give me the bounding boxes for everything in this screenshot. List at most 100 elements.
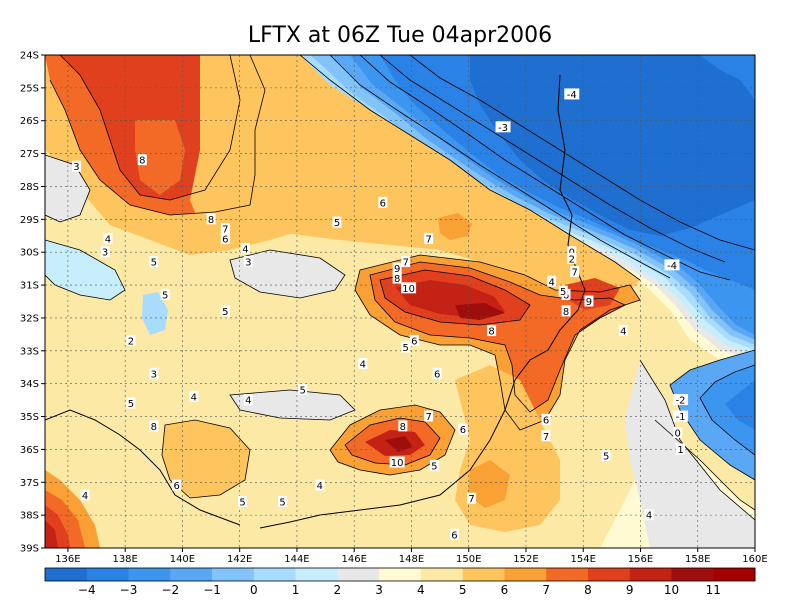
contour-label: 7	[403, 258, 409, 269]
x-tick-label: 138E	[112, 554, 137, 565]
contour-label: 3	[151, 369, 157, 380]
contour-label-bg	[126, 397, 136, 409]
contour-label: 3	[73, 162, 79, 173]
contour-label: 6	[411, 336, 417, 347]
contour-label-bg	[467, 492, 477, 504]
contour-label-bg	[432, 367, 442, 379]
y-tick-label: 31S	[20, 281, 39, 292]
contour-label: 7	[425, 412, 431, 423]
x-axis: 136E 138E 140E 142E 144E 146E 148E 150E 152E 154E…	[55, 548, 768, 565]
x-tick-label: 154E	[571, 554, 596, 565]
contour-label: -4	[667, 261, 677, 272]
contour-label: 7	[571, 267, 577, 278]
x-tick-label: 146E	[341, 554, 366, 565]
contour-label: 5	[151, 258, 157, 269]
contour-label-bg	[392, 272, 402, 284]
contour-label-bg	[429, 459, 439, 471]
contour-label-bg	[149, 367, 159, 379]
contour-label-bg	[673, 394, 689, 406]
coastline	[45, 74, 586, 529]
y-tick-label: 37S	[20, 478, 39, 489]
contour-label-bg	[487, 325, 497, 337]
colorbar-swatch	[504, 568, 547, 581]
contour-label: 10	[402, 284, 415, 295]
contour-label: 2	[569, 254, 575, 265]
contour-labels: -4-3388766574354357981046589027-48655243…	[71, 88, 689, 541]
plot-frame	[44, 54, 756, 549]
contour-label-bg	[673, 410, 689, 422]
y-tick-label: 27S	[20, 149, 39, 160]
grid-lines	[45, 55, 755, 548]
contour-label: 6	[460, 425, 466, 436]
contour-label-bg	[561, 305, 571, 317]
contour-label-bg	[564, 88, 580, 100]
colorbar-label: 8	[584, 583, 592, 597]
contour-label-bg	[103, 233, 113, 245]
contour-label-bg	[100, 246, 110, 258]
contour-label: -2	[676, 396, 686, 407]
colorbar-swatch	[295, 568, 338, 581]
contour-label-bg	[401, 341, 411, 353]
colorbar: −4 −3 −2 −1 0 1 2 3 4 5 6 7 8 9 10 11	[44, 567, 756, 597]
colorbar-label: 11	[706, 583, 721, 597]
contour-label: 5	[222, 307, 228, 318]
contour-label: -3	[498, 123, 508, 134]
contour-label-bg	[206, 213, 216, 225]
y-tick-label: 39S	[20, 544, 39, 555]
y-tick-label: 36S	[20, 445, 39, 456]
contour-label: 10	[391, 458, 404, 469]
contour-label: 6	[222, 235, 228, 246]
x-tick-label: 140E	[170, 554, 195, 565]
contour-label: 6	[451, 530, 457, 541]
colorbar-swatch	[629, 568, 672, 581]
colorbar-label: 3	[375, 583, 383, 597]
contour-label-bg	[278, 495, 288, 507]
y-axis: 24S 25S 26S 27S 28S 29S 30S 31S 32S 33S 34S 35S 36S 3…	[20, 51, 45, 555]
contour-label-bg	[601, 449, 611, 461]
contour-label-bg	[409, 334, 419, 346]
contour-label-bg	[389, 456, 405, 468]
contour-label: 9	[586, 297, 592, 308]
contour-label-bg	[220, 233, 230, 245]
x-tick-label: 142E	[227, 554, 252, 565]
contour-label-bg	[172, 479, 182, 491]
contour-label-bg	[541, 413, 551, 425]
contour-label: 1	[677, 445, 683, 456]
contour-label: 5	[560, 287, 566, 298]
contour-label-bg	[664, 259, 680, 271]
colorbar-label: 6	[501, 583, 509, 597]
contour-label: 4	[191, 392, 197, 403]
contour-label-bg	[449, 528, 459, 540]
y-tick-label: 38S	[20, 511, 39, 522]
contour-label-bg	[243, 394, 253, 406]
colorbar-swatch	[128, 568, 171, 581]
colorbar-label: 0	[250, 583, 258, 597]
contour-label-bg	[584, 295, 594, 307]
colorbar-label: 4	[417, 583, 425, 597]
contour-label: 4	[317, 481, 323, 492]
contour-label: 0	[675, 428, 681, 439]
contour-label: 5	[239, 497, 245, 508]
colorbar-label: −2	[161, 583, 179, 597]
contour-label-bg	[458, 423, 468, 435]
contour-label-bg	[570, 265, 580, 277]
contour-label: 5	[279, 497, 285, 508]
y-tick-label: 30S	[20, 248, 39, 259]
colorbar-swatch	[253, 568, 297, 581]
contour-label-bg	[676, 443, 686, 455]
colorbar-swatch	[170, 568, 213, 581]
x-tick-label: 156E	[628, 554, 653, 565]
colorbar-label: 1	[292, 583, 300, 597]
y-tick-label: 33S	[20, 346, 39, 357]
contour-label-bg	[547, 275, 557, 287]
contour-label: -1	[676, 412, 686, 423]
contour-label-bg	[80, 489, 90, 501]
contour-label: 5	[128, 399, 134, 410]
contour-label: 6	[543, 415, 549, 426]
contour-label: 8	[488, 327, 494, 338]
colorbar-label: 10	[664, 583, 679, 597]
x-tick-label: 136E	[55, 554, 80, 565]
colorbar-swatch	[713, 568, 756, 581]
colorbar-label: 2	[334, 583, 342, 597]
